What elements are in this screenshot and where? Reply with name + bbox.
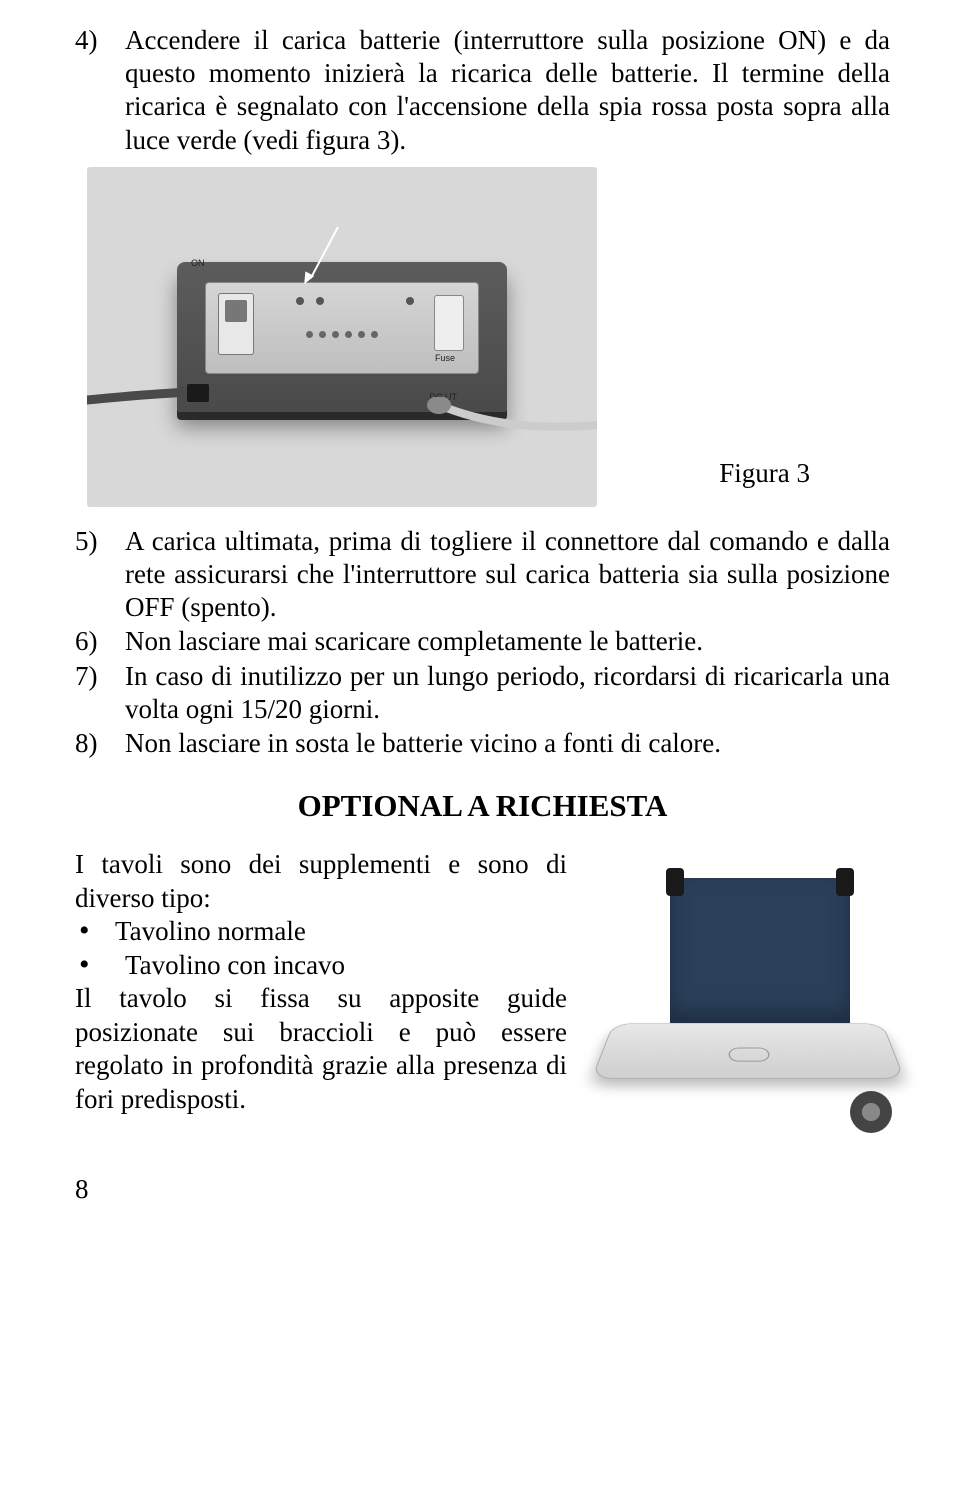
led-icon (332, 331, 339, 338)
instruction-list-part2: 5) A carica ultimata, prima di togliere … (75, 525, 890, 760)
led-icon (406, 297, 414, 305)
list-item-8-number: 8) (75, 727, 98, 760)
list-item-6: 6) Non lasciare mai scaricare completame… (75, 625, 890, 658)
list-item-8-text: Non lasciare in sosta le batterie vicino… (125, 728, 721, 758)
led-icon (371, 331, 378, 338)
wheelchair-backrest-icon (670, 878, 850, 1023)
led-icon (316, 297, 324, 305)
led-icon (358, 331, 365, 338)
instruction-list-part1: 4) Accendere il carica batterie (interru… (75, 24, 890, 157)
optional-intro: I tavoli sono dei supplementi e sono di … (75, 848, 567, 915)
fuse-icon (434, 295, 464, 351)
led-icon (306, 331, 313, 338)
led-icon (319, 331, 326, 338)
wheelchair-wheel-icon (850, 1091, 892, 1133)
figure-3-label: Figura 3 (719, 458, 810, 489)
optional-section: I tavoli sono dei supplementi e sono di … (75, 848, 890, 1138)
charger-panel (205, 282, 479, 374)
list-item-6-number: 6) (75, 625, 98, 658)
cable-left-icon (87, 382, 227, 412)
list-item-4: 4) Accendere il carica batterie (interru… (75, 24, 890, 157)
wheelchair-handle-icon (836, 868, 854, 896)
optional-para2: Il tavolo si fissa su apposite guide pos… (75, 982, 567, 1116)
list-item-8: 8) Non lasciare in sosta le batterie vic… (75, 727, 890, 760)
list-item-7-number: 7) (75, 660, 98, 693)
led-icon (345, 331, 352, 338)
list-item-4-text: Accendere il carica batterie (interrutto… (125, 25, 890, 155)
led-icon (296, 297, 304, 305)
power-switch-icon (218, 293, 254, 355)
list-item-6-text: Non lasciare mai scaricare completamente… (125, 626, 703, 656)
cable-right-icon (417, 397, 597, 437)
figure-3-block: Spia di fine carica ON (75, 167, 890, 507)
list-item-5: 5) A carica ultimata, prima di togliere … (75, 525, 890, 625)
wheelchair-tray-image (585, 878, 900, 1128)
list-item-4-number: 4) (75, 24, 98, 57)
list-item-5-text: A carica ultimata, prima di togliere il … (125, 526, 890, 622)
heading-optional: OPTIONAL A RICHIESTA (75, 788, 890, 824)
optional-bullet-list: Tavolino normale Tavolino con incavo (75, 915, 567, 982)
led-row (306, 331, 378, 338)
optional-bullet-1: Tavolino normale (75, 915, 567, 948)
list-item-5-number: 5) (75, 525, 98, 558)
page-number: 8 (75, 1174, 890, 1205)
charger-image: ON AC - IN DC UT (87, 167, 597, 507)
wheelchair-tray-icon (591, 1024, 905, 1079)
wheelchair-handle-icon (666, 868, 684, 896)
list-item-7: 7) In caso di inutilizzo per un lungo pe… (75, 660, 890, 726)
switch-on-label: ON (191, 258, 205, 268)
optional-bullet-2: Tavolino con incavo (75, 949, 567, 982)
list-item-7-text: In caso di inutilizzo per un lungo perio… (125, 661, 890, 724)
